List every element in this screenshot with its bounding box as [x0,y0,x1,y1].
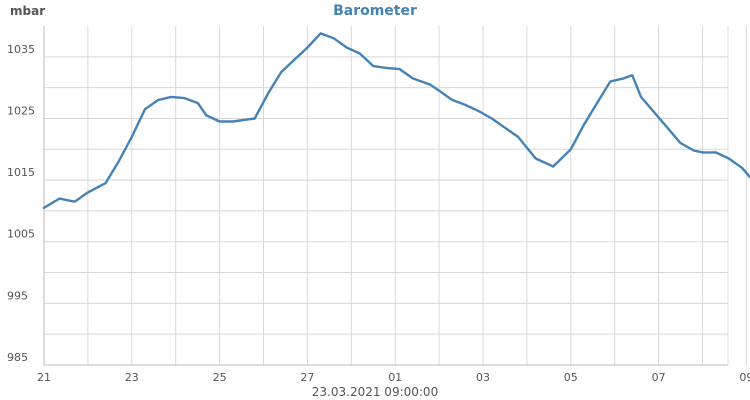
chart-axes [43,26,728,366]
chart-grid [43,26,747,366]
x-tick-label: 03 [476,371,490,384]
x-tick-label: 07 [652,371,666,384]
y-tick-label: 1025 [7,104,35,117]
y-tick-label: 985 [7,351,28,364]
y-tick-label: 1035 [7,43,35,56]
x-tick-label: 05 [564,371,578,384]
chart-title: Barometer [333,3,417,19]
y-axis-unit-label: mbar [10,4,45,18]
x-tick-label: 27 [300,371,314,384]
x-tick-label: 21 [37,371,51,384]
x-tick-label: 01 [388,371,402,384]
x-tick-label: 23 [125,371,139,384]
x-axis-label: 23.03.2021 09:00:00 [312,385,438,399]
y-tick-label: 1015 [7,166,35,179]
x-tick-label: 09 [739,371,750,384]
tick-labels: 985 995 1005 1015 1025 1035 21 23 25 27 01 03 05 07 09… [7,43,750,384]
series-layer [42,32,750,210]
pressure-series-line [42,32,750,210]
y-tick-label: 995 [7,289,28,302]
x-tick-label: 25 [213,371,227,384]
y-tick-label: 1005 [7,228,35,241]
